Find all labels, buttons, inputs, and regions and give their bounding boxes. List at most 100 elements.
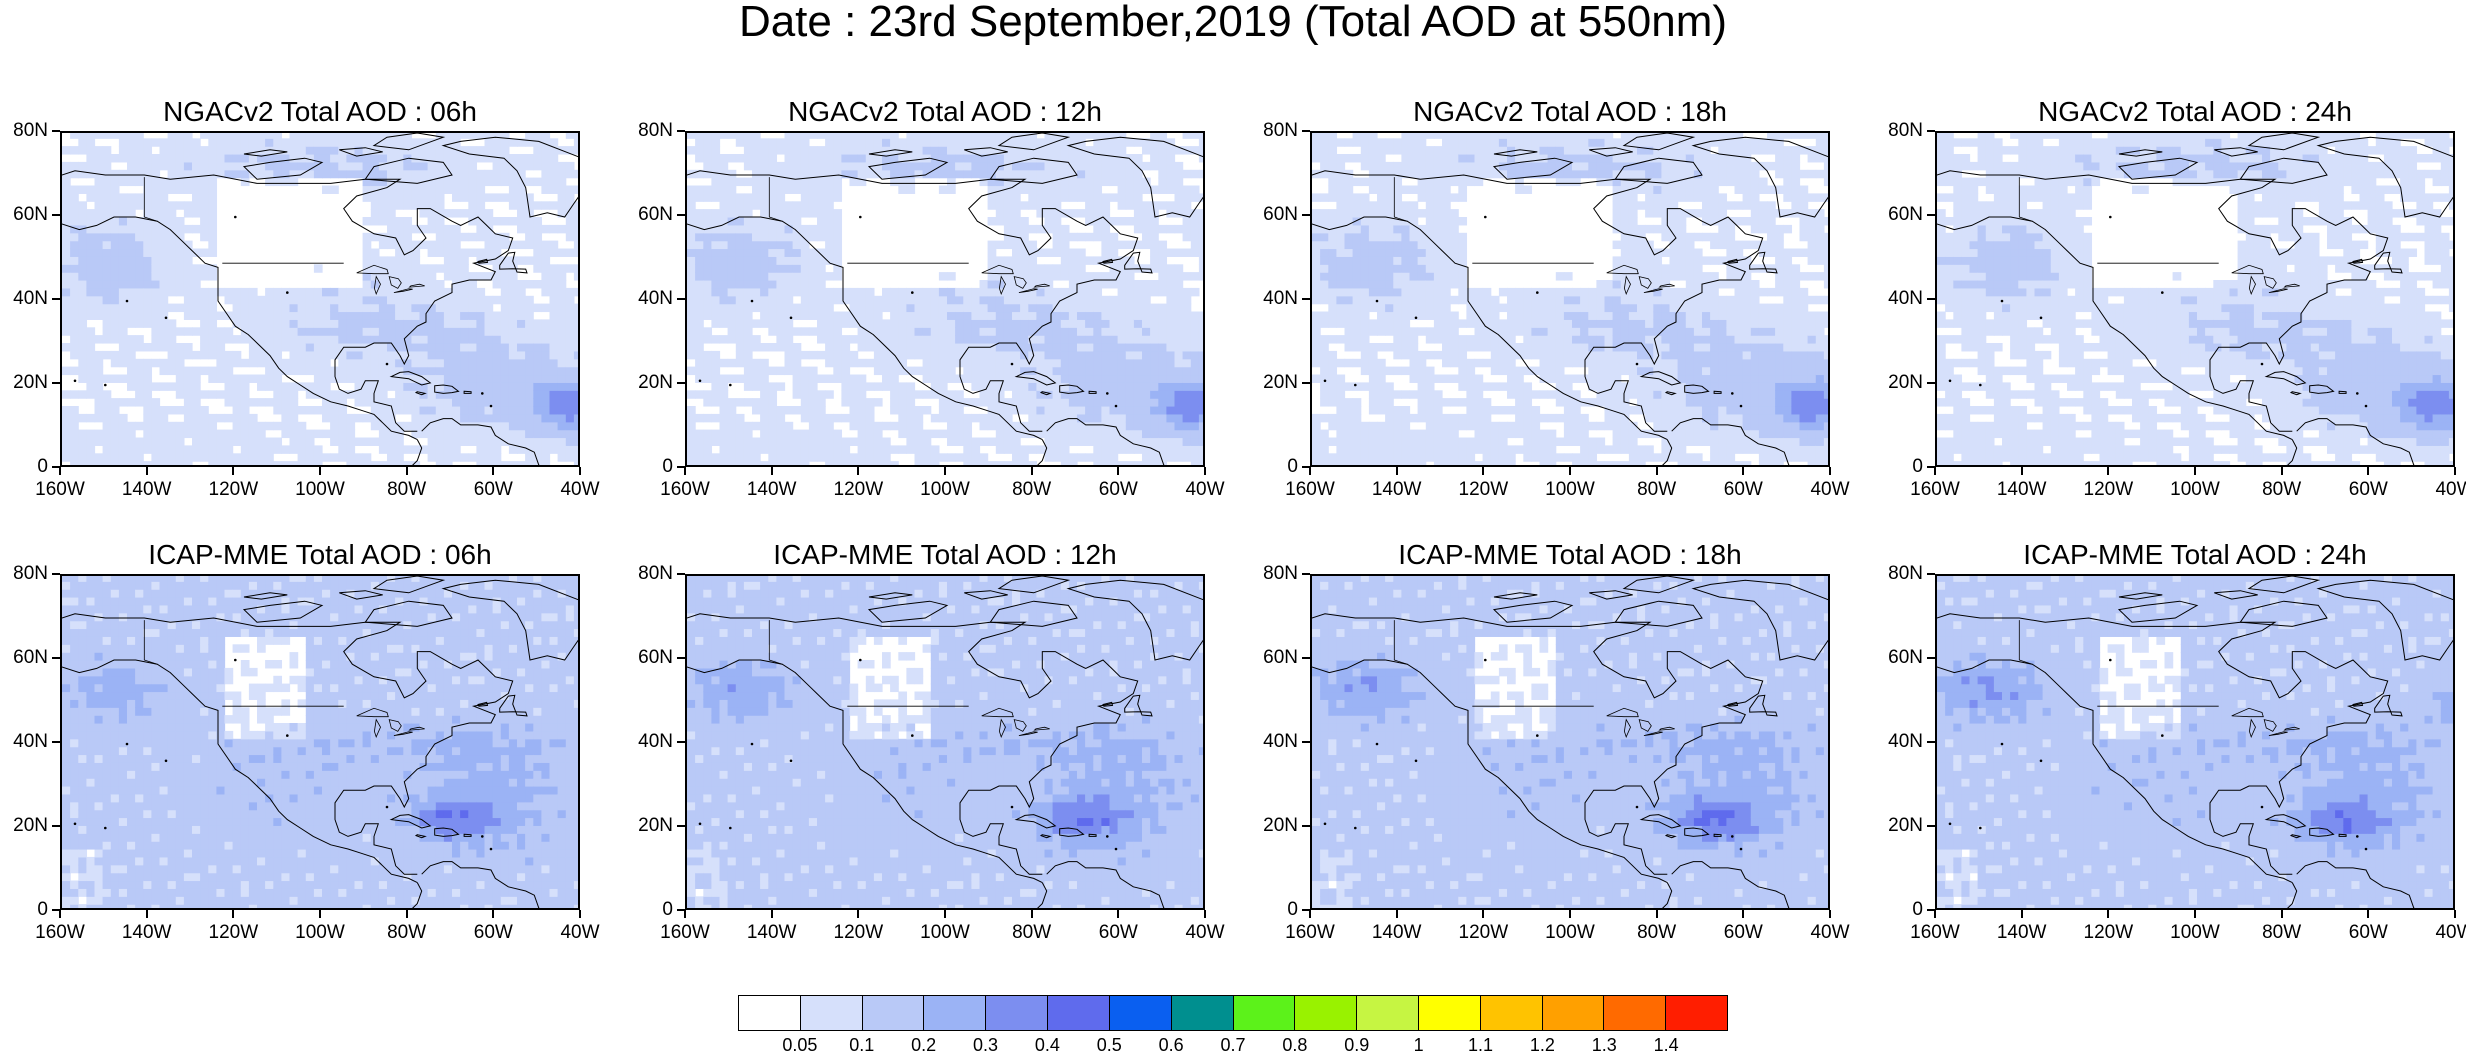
island-coast	[477, 701, 489, 707]
small-island-dot	[2109, 215, 2112, 219]
longitude-label: 120W	[1458, 479, 1509, 500]
longitude-tick	[1934, 910, 1936, 918]
small-island-dot	[859, 215, 862, 219]
longitude-label: 160W	[1910, 922, 1960, 943]
pacific-coastline	[62, 216, 418, 441]
latitude-tick	[52, 466, 60, 468]
latitude-label: 40N	[1263, 731, 1298, 752]
latitude-tick	[1927, 573, 1935, 575]
map-frame[interactable]	[685, 131, 1205, 467]
island-coast	[499, 251, 528, 274]
coastlines	[1937, 576, 2453, 908]
latitude-label: 20N	[13, 372, 48, 393]
island-coast	[2247, 133, 2321, 151]
latitude-tick	[677, 825, 685, 827]
latitude-label: 0	[37, 456, 48, 477]
latitude-label: 80N	[1263, 563, 1298, 584]
latitude-label: 20N	[13, 815, 48, 836]
map-frame[interactable]	[685, 574, 1205, 910]
island-coast	[1684, 827, 1710, 837]
island-coast	[1088, 390, 1097, 394]
map-frame[interactable]	[1935, 131, 2455, 467]
lake-outline	[998, 718, 1006, 739]
island-coast	[1492, 157, 1574, 180]
aod-field-map	[1937, 576, 2453, 908]
longitude-tick	[1569, 467, 1571, 475]
longitude-label: 100W	[2170, 922, 2220, 943]
island-coast	[2352, 258, 2364, 264]
island-coast	[434, 827, 460, 837]
longitude-label: 160W	[660, 922, 710, 943]
island-coast	[2214, 147, 2258, 157]
latitude-label: 60N	[13, 204, 48, 225]
longitude-label: 100W	[920, 479, 970, 500]
coastlines	[687, 133, 1203, 465]
small-island-dot	[2356, 835, 2359, 838]
latitude-label: 60N	[13, 647, 48, 668]
map-panel: ICAP-MME Total AOD : 06h 80N 60N 40N 20N 0 160…	[0, 537, 599, 957]
longitude-label: 40W	[1185, 922, 1225, 943]
colorbar-label: 1.2	[1529, 1035, 1555, 1055]
map-frame[interactable]	[60, 574, 580, 910]
latitude-label: 0	[1912, 456, 1923, 477]
south-america-coast	[1662, 439, 1673, 465]
small-island-dot	[1635, 805, 1639, 809]
colorbar-cell	[800, 996, 863, 1030]
longitude-tick	[1482, 467, 1485, 475]
latitude-tick	[1302, 573, 1310, 575]
small-island-dot	[2161, 291, 2164, 294]
small-island-dot	[1323, 379, 1327, 383]
longitude-tick	[319, 467, 321, 475]
south-america-coast	[1037, 439, 1048, 465]
latitude-tick	[52, 573, 60, 575]
island-coast	[2338, 390, 2347, 394]
latitude-tick	[1927, 130, 1935, 132]
map-frame[interactable]	[1310, 131, 1830, 467]
island-coast	[2309, 384, 2335, 394]
longitude-label: 60W	[1723, 922, 1763, 943]
alaska-canada-border	[143, 177, 158, 222]
latitude-tick	[1927, 466, 1935, 468]
latitude-tick	[1927, 657, 1935, 659]
island-coast	[1088, 833, 1097, 837]
longitude-label: 140W	[121, 922, 172, 943]
atlantic-coastline	[1937, 170, 2389, 432]
small-island-dot	[729, 826, 732, 830]
map-frame[interactable]	[1310, 574, 1830, 910]
south-america-coast	[1671, 418, 1790, 465]
atlantic-coastline	[1312, 170, 1764, 432]
longitude-tick	[579, 467, 581, 475]
longitude-tick	[1829, 467, 1831, 475]
aod-field-map	[1937, 133, 2453, 465]
longitude-tick	[1309, 467, 1311, 475]
island-coast	[867, 600, 949, 623]
longitude-label: 60W	[2348, 479, 2388, 500]
map-frame[interactable]	[1935, 574, 2455, 910]
longitude-tick	[2194, 467, 2196, 475]
small-island-dot	[2260, 362, 2264, 366]
latitude-tick	[52, 130, 60, 132]
colorbar-cell	[1542, 996, 1605, 1030]
aod-shading	[1937, 576, 2453, 908]
island-coast	[1493, 592, 1538, 600]
longitude-tick	[2280, 910, 2283, 918]
greenland-coast	[2316, 579, 2453, 661]
latitude-label: 60N	[638, 647, 673, 668]
atlantic-coastline	[687, 170, 1139, 432]
longitude-label: 140W	[1996, 479, 2047, 500]
longitude-label: 160W	[35, 479, 85, 500]
island-coast	[2338, 833, 2347, 837]
colorbar-label: 0.05	[782, 1035, 818, 1055]
panel-title: ICAP-MME Total AOD : 06h	[148, 539, 492, 570]
island-coast	[989, 157, 1078, 184]
island-coast	[868, 149, 913, 157]
island-coast	[1493, 149, 1538, 157]
colorbar-label: 1.4	[1653, 1035, 1679, 1055]
small-island-dot	[1635, 362, 1639, 366]
colorbar-label: 0.8	[1282, 1035, 1308, 1055]
island-coast	[372, 576, 446, 594]
map-frame[interactable]	[60, 131, 580, 467]
small-island-dot	[1979, 383, 1982, 387]
longitude-tick	[857, 910, 860, 918]
colorbar-cell	[1233, 996, 1296, 1030]
